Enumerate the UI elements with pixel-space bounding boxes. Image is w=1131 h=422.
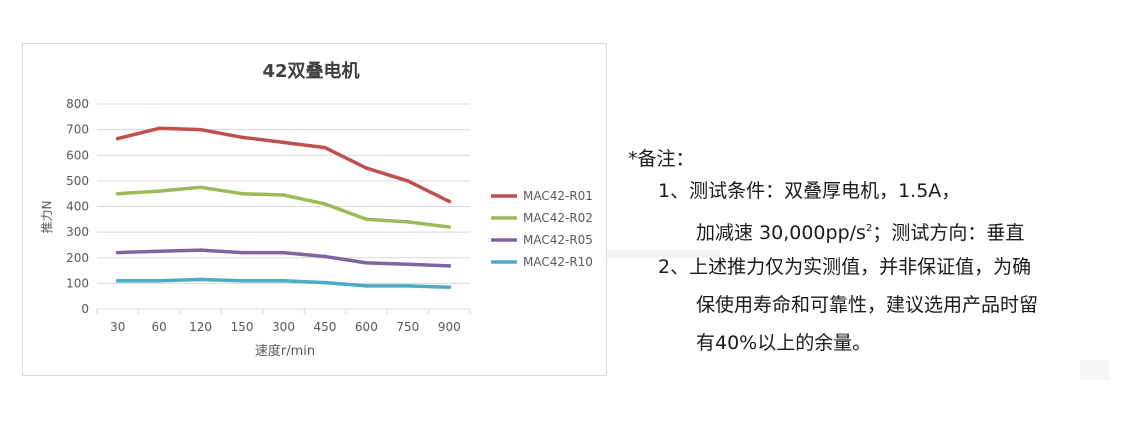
- y-tick-label: 600: [66, 148, 89, 162]
- grid-layer: [97, 103, 470, 310]
- data-point: [364, 284, 369, 288]
- y-tick-label: 300: [66, 225, 89, 239]
- data-point: [240, 279, 244, 283]
- data-point: [198, 277, 203, 282]
- data-point: [240, 191, 244, 196]
- data-point: [281, 250, 286, 255]
- x-tick-label: 300: [272, 320, 295, 334]
- data-point: [198, 248, 203, 252]
- legend-label: MAC42-R10: [523, 255, 593, 269]
- y-tick-label: 500: [66, 174, 89, 188]
- legend-label: MAC42-R02: [523, 211, 593, 225]
- data-point: [240, 250, 244, 255]
- data-point: [406, 284, 410, 288]
- note-item-2-line-2: 保使用寿命和可靠性，建议选用产品时留: [696, 294, 1039, 316]
- data-point: [281, 193, 286, 197]
- series-layer: [115, 126, 452, 290]
- legend: MAC42-R01 MAC42-R02 MAC42-R05 MAC42-R10: [491, 189, 593, 269]
- data-point: [447, 264, 452, 268]
- x-tick-label: 30: [110, 320, 125, 334]
- data-point: [281, 140, 286, 145]
- data-point: [364, 217, 369, 222]
- data-point: [406, 220, 410, 224]
- x-tick-label: 750: [396, 320, 419, 334]
- data-point: [406, 179, 410, 183]
- data-point: [323, 280, 327, 285]
- data-point: [115, 250, 120, 255]
- y-axis-label: 推力N: [40, 201, 54, 234]
- y-tick-label: 100: [66, 276, 89, 290]
- data-point: [157, 249, 161, 254]
- y-tick-label: 700: [66, 123, 89, 137]
- data-point: [364, 166, 369, 170]
- data-point: [115, 136, 120, 141]
- thrust-chart: 42双叠电机 推力N 速度r/min 0 100 200 300 400 500 600 70…: [22, 43, 607, 376]
- legend-label: MAC42-R05: [523, 233, 593, 247]
- note-superscript: 2: [865, 223, 873, 234]
- data-point: [157, 279, 161, 283]
- legend-label: MAC42-R01: [523, 189, 593, 203]
- note-accel-text: 加减速 30,000pp/s: [696, 222, 866, 244]
- data-point: [323, 254, 327, 259]
- x-tick-label: 900: [438, 320, 461, 334]
- note-direction-text: ；测试方向：垂直: [872, 222, 1025, 244]
- x-tick-label: 150: [231, 320, 254, 334]
- data-point: [157, 126, 161, 131]
- data-point: [157, 189, 161, 193]
- x-tick-label: 60: [152, 320, 167, 334]
- data-point: [240, 135, 244, 140]
- data-point: [281, 279, 286, 283]
- data-point: [115, 191, 120, 196]
- tick-layer: 0 100 200 300 400 500 600 700 800 30 60 120 150 300 45…: [66, 97, 471, 334]
- notes-heading: *备注：: [628, 148, 695, 170]
- data-point: [323, 145, 327, 150]
- chart-title: 42双叠电机: [262, 60, 359, 82]
- data-point: [447, 225, 452, 229]
- note-item-1-line-2: 加减速 30,000pp/s2；测试方向：垂直: [696, 213, 1024, 249]
- data-point: [323, 202, 327, 206]
- data-point: [406, 262, 410, 266]
- note-item-2-line-3: 有40%以上的余量。: [696, 332, 872, 354]
- note-item-1-line-1: 1、测试条件：双叠厚电机，1.5A，: [658, 180, 961, 202]
- y-tick-label: 200: [66, 251, 89, 265]
- x-tick-label: 450: [313, 320, 336, 334]
- watermark-shape: [600, 250, 720, 258]
- data-point: [115, 279, 120, 283]
- watermark-shape: [1080, 360, 1110, 380]
- note-item-2-line-1: 2、上述推力仅为实测值，并非保证值，为确: [658, 256, 1032, 278]
- x-tick-label: 120: [189, 320, 212, 334]
- x-tick-label: 600: [355, 320, 378, 334]
- chart-svg: 42双叠电机 推力N 速度r/min 0 100 200 300 400 500 600 70…: [40, 60, 593, 359]
- y-tick-label: 800: [66, 97, 89, 111]
- data-point: [447, 285, 452, 290]
- data-point: [198, 127, 203, 132]
- x-axis-label: 速度r/min: [255, 343, 315, 359]
- y-tick-label: 400: [66, 200, 89, 214]
- y-tick-label: 0: [81, 302, 89, 316]
- data-point: [198, 185, 203, 190]
- data-point: [447, 199, 452, 204]
- data-point: [364, 261, 369, 265]
